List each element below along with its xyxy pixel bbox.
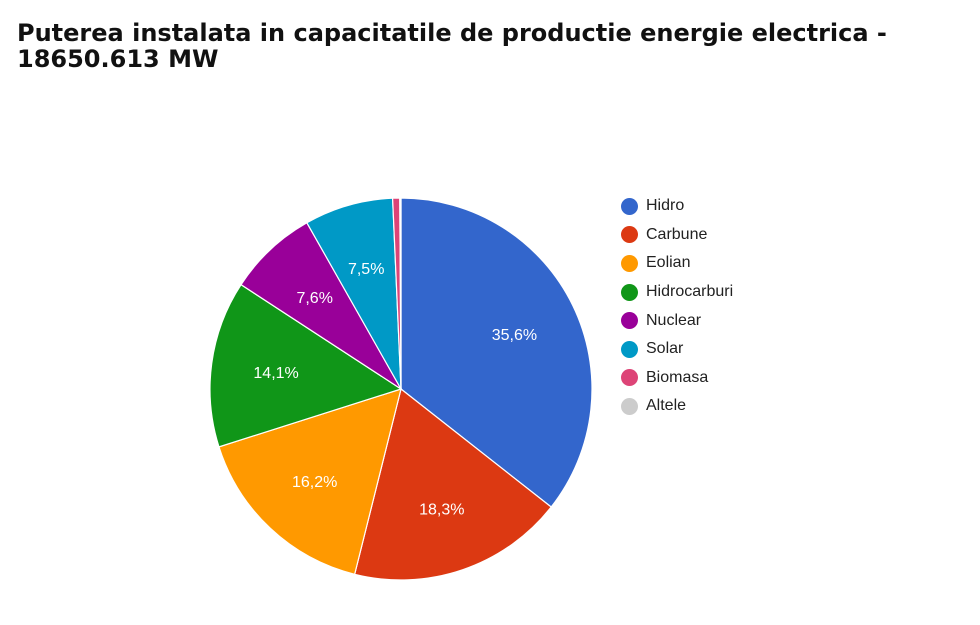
legend-item-carbune[interactable]: Carbune: [621, 221, 733, 250]
legend-label: Hidro: [646, 197, 685, 215]
legend-label: Altele: [646, 397, 687, 415]
legend-label: Solar: [646, 340, 684, 358]
slice-label-carbune: 18,3%: [419, 501, 464, 518]
legend-item-hidro[interactable]: Hidro: [621, 192, 733, 221]
legend-label: Carbune: [646, 225, 708, 243]
pie-slice-carbune[interactable]: [353, 387, 553, 581]
slice-label-hidrocarburi: 14,1%: [253, 365, 298, 382]
legend-item-nuclear[interactable]: Nuclear: [621, 306, 733, 335]
pie-slice-eolian[interactable]: [218, 388, 402, 576]
legend-swatch-icon: [621, 197, 638, 215]
legend: Hidro Carbune Eolian Hidrocarburi Nuclear Sol…: [621, 192, 733, 421]
chart-title: Puterea instalata in capacitatile de pro…: [17, 19, 887, 73]
legend-label: Biomasa: [646, 368, 709, 386]
pie-slice-altele[interactable]: [399, 197, 402, 390]
slice-label-solar: 7,5%: [348, 261, 384, 278]
legend-label: Nuclear: [646, 311, 702, 329]
legend-item-solar[interactable]: Solar: [621, 335, 733, 364]
slice-label-hidro: 35,6%: [492, 327, 537, 344]
legend-label: Eolian: [646, 254, 691, 272]
legend-swatch-icon: [621, 312, 638, 330]
slice-label-nuclear: 7,6%: [296, 290, 332, 307]
legend-swatch-icon: [621, 340, 638, 358]
legend-swatch-icon: [621, 369, 638, 387]
legend-item-altele[interactable]: Altele: [621, 392, 733, 421]
legend-swatch-icon: [621, 283, 638, 301]
legend-item-eolian[interactable]: Eolian: [621, 249, 733, 278]
legend-swatch-icon: [621, 397, 638, 415]
legend-swatch-icon: [621, 226, 638, 244]
legend-item-hidrocarburi[interactable]: Hidrocarburi: [621, 278, 733, 307]
slice-label-eolian: 16,2%: [292, 474, 337, 491]
legend-label: Hidrocarburi: [646, 283, 734, 301]
legend-swatch-icon: [621, 254, 638, 272]
pie-slice-hidrocarburi[interactable]: [209, 283, 403, 448]
legend-item-biomasa[interactable]: Biomasa: [621, 364, 733, 393]
pie-slice-hidro[interactable]: [400, 197, 593, 508]
